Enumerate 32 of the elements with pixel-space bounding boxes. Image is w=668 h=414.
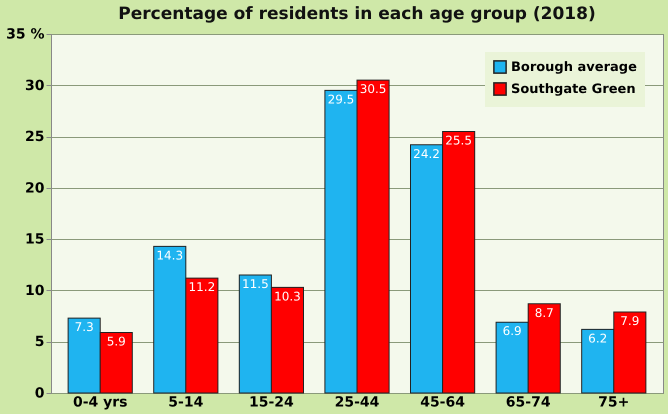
- x-tick-label: 5-14: [168, 394, 204, 410]
- y-tick-label: 35 %: [6, 26, 44, 42]
- y-tick-label: 5: [34, 334, 44, 350]
- x-tick-label: 0-4 yrs: [72, 394, 128, 410]
- data-label: 10.3: [274, 289, 301, 304]
- x-tick-label: 15-24: [249, 394, 294, 410]
- legend-label: Southgate Green: [511, 82, 636, 97]
- x-tick-label: 75+: [598, 394, 630, 410]
- x-tick-label: 65-74: [506, 394, 551, 410]
- data-label: 25.5: [445, 133, 472, 148]
- data-label: 14.3: [156, 248, 184, 262]
- x-tick-label: 45-64: [420, 394, 466, 410]
- y-tick-label: 30: [25, 78, 45, 94]
- y-tick-label: 20: [25, 180, 45, 196]
- y-tick-label: 10: [25, 282, 45, 299]
- data-label: 6.9: [502, 324, 522, 338]
- data-label: 24.2: [413, 146, 440, 161]
- data-label: 11.5: [242, 277, 269, 292]
- data-label: 7.3: [74, 320, 94, 334]
- data-label: 30.5: [360, 82, 386, 96]
- data-label: 29.5: [328, 92, 354, 106]
- y-tick-label: 15: [25, 232, 44, 248]
- data-label: 5.9: [106, 334, 126, 348]
- data-label: 8.7: [534, 306, 554, 320]
- data-label: 11.2: [188, 280, 216, 294]
- y-tick-label: 0: [34, 386, 45, 402]
- x-tick-label: 25-44: [334, 394, 380, 410]
- y-tick-label: 25: [25, 129, 44, 146]
- data-label: 7.9: [620, 314, 640, 328]
- data-label: 6.2: [588, 331, 608, 346]
- chart-title: Percentage of residents in each age group (2018): [118, 4, 596, 24]
- legend-label: Borough average: [511, 60, 638, 75]
